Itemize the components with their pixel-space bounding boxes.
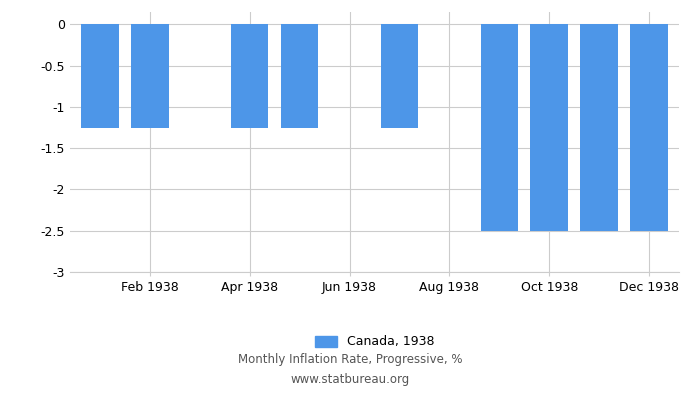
- Text: Monthly Inflation Rate, Progressive, %: Monthly Inflation Rate, Progressive, %: [238, 354, 462, 366]
- Bar: [630, 24, 668, 231]
- Bar: [381, 24, 418, 128]
- Bar: [231, 24, 268, 128]
- Bar: [580, 24, 618, 231]
- Bar: [481, 24, 518, 231]
- Bar: [531, 24, 568, 231]
- Legend: Canada, 1938: Canada, 1938: [314, 336, 435, 348]
- Bar: [131, 24, 169, 128]
- Bar: [81, 24, 119, 128]
- Text: www.statbureau.org: www.statbureau.org: [290, 374, 410, 386]
- Bar: [281, 24, 318, 128]
